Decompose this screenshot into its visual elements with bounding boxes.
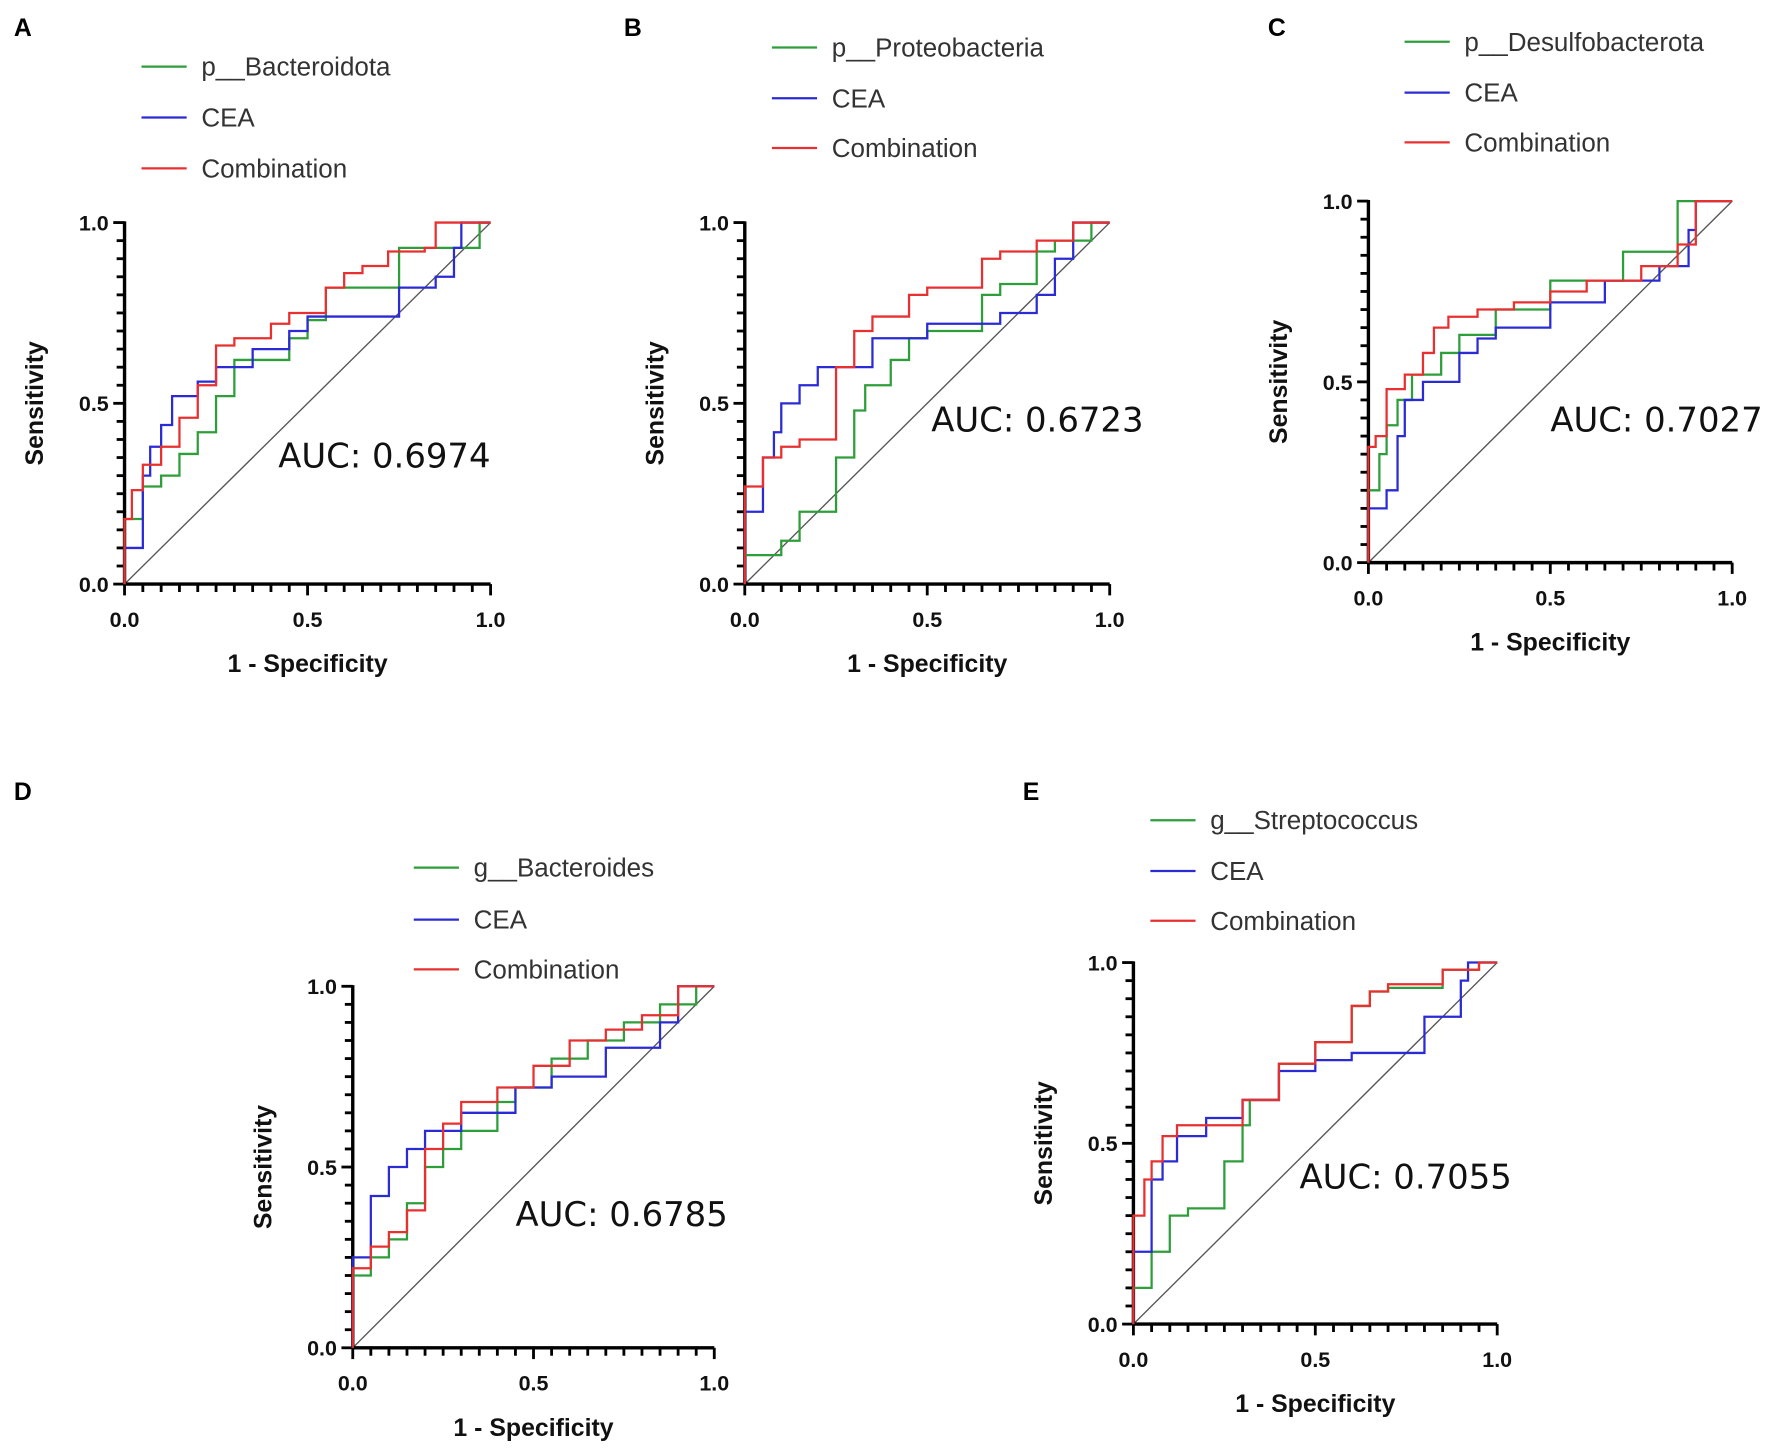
auc-label: AUC: 0.7027	[1550, 401, 1762, 440]
roc-curve-p-desulfobacterota	[1367, 199, 1733, 563]
y-tick-label: 0.0	[79, 573, 109, 597]
roc-curve-combination	[1132, 961, 1498, 1325]
roc-curve-p-bacteroidota	[123, 221, 491, 585]
roc-curve-combination	[743, 221, 1110, 585]
reference-diagonal	[1132, 962, 1498, 1325]
panel-label: B	[624, 15, 642, 42]
x-tick-label: 0.0	[110, 608, 140, 632]
legend-label: CEA	[1210, 856, 1264, 886]
y-tick-label: 0.5	[1088, 1132, 1118, 1156]
y-tick-label: 0.5	[1323, 371, 1353, 395]
reference-diagonal	[1367, 200, 1733, 564]
y-tick-label: 1.0	[307, 975, 337, 999]
y-axis-label: Sensitivity	[22, 341, 49, 465]
x-axis-label: 1 - Specificity	[453, 1415, 613, 1442]
roc-curve-cea	[123, 221, 491, 585]
legend-label: p__Desulfobacterota	[1464, 27, 1704, 57]
legend-label: CEA	[201, 103, 255, 133]
legend-label: p__Bacteroidota	[201, 52, 391, 82]
roc-curve-combination	[351, 985, 715, 1348]
legend-label: Combination	[201, 153, 347, 183]
y-tick-label: 0.5	[699, 392, 729, 416]
x-tick-label: 0.0	[338, 1372, 368, 1396]
y-tick-label: 0.5	[307, 1156, 337, 1180]
x-tick-label: 0.0	[730, 608, 760, 632]
legend-label: CEA	[474, 905, 528, 935]
reference-diagonal	[124, 222, 492, 585]
y-axis-label: Sensitivity	[1031, 1081, 1058, 1205]
x-tick-label: 0.5	[1300, 1348, 1330, 1372]
y-axis-label: Sensitivity	[1266, 320, 1293, 444]
y-tick-label: 1.0	[1323, 190, 1353, 214]
y-tick-label: 0.0	[1323, 552, 1353, 576]
y-axis-label: Sensitivity	[642, 341, 669, 465]
x-axis-label: 1 - Specificity	[1470, 630, 1630, 657]
roc-panel-d: Dg__Bacteroides CEA Combination 0.0 0.5 1.0 0.…	[14, 779, 729, 1442]
y-tick-label: 0.5	[79, 392, 109, 416]
y-tick-label: 0.0	[699, 573, 729, 597]
y-tick-label: 1.0	[1088, 951, 1118, 975]
reference-diagonal	[352, 985, 715, 1349]
auc-label: AUC: 0.6785	[515, 1195, 727, 1234]
roc-curve-combination	[1367, 199, 1733, 563]
y-tick-label: 0.0	[307, 1337, 337, 1361]
y-tick-label: 1.0	[79, 211, 109, 235]
legend-label: Combination	[1210, 906, 1356, 936]
legend-label: g__Bacteroides	[474, 853, 654, 883]
x-axis-label: 1 - Specificity	[847, 651, 1007, 678]
panel-label: D	[14, 779, 32, 806]
auc-label: AUC: 0.6723	[931, 401, 1143, 440]
legend-label: Combination	[474, 954, 620, 984]
roc-panel-b: Bp__Proteobacteria CEA Combination 0.0 0.5 1.…	[624, 15, 1144, 678]
x-tick-label: 0.5	[293, 608, 323, 632]
x-tick-label: 1.0	[1095, 608, 1125, 632]
panel-label: E	[1023, 779, 1040, 806]
x-axis-label: 1 - Specificity	[227, 651, 387, 678]
auc-label: AUC: 0.7055	[1300, 1158, 1512, 1197]
legend-label: g__Streptococcus	[1210, 805, 1418, 835]
x-tick-label: 0.5	[1535, 587, 1565, 611]
x-tick-label: 0.5	[912, 608, 942, 632]
reference-diagonal	[744, 222, 1111, 585]
roc-curve-combination	[123, 221, 491, 585]
legend-label: Combination	[832, 133, 978, 163]
x-tick-label: 1.0	[1482, 1348, 1512, 1372]
x-tick-label: 0.0	[1119, 1348, 1149, 1372]
x-axis-label: 1 - Specificity	[1235, 1391, 1395, 1418]
legend-label: CEA	[1464, 78, 1518, 108]
roc-panel-a: Ap__Bacteroidota CEA Combination 0.0 0.5 1.0 0…	[14, 15, 506, 678]
y-tick-label: 1.0	[699, 211, 729, 235]
panel-label: A	[14, 15, 32, 42]
x-tick-label: 0.5	[519, 1372, 549, 1396]
x-tick-label: 1.0	[476, 608, 506, 632]
auc-label: AUC: 0.6974	[278, 437, 490, 476]
y-axis-label: Sensitivity	[250, 1105, 277, 1229]
legend-label: CEA	[832, 83, 886, 113]
legend-label: Combination	[1464, 127, 1610, 157]
legend-label: p__Proteobacteria	[832, 32, 1045, 62]
roc-curve-p-proteobacteria	[743, 221, 1110, 585]
x-tick-label: 0.0	[1353, 587, 1383, 611]
x-tick-label: 1.0	[1717, 587, 1747, 611]
panel-label: C	[1268, 15, 1286, 42]
roc-panel-e: Eg__Streptococcus CEA Combination 0.0 0.5 1.0…	[1023, 779, 1512, 1418]
x-tick-label: 1.0	[699, 1372, 729, 1396]
y-tick-label: 0.0	[1088, 1313, 1118, 1337]
roc-curve-g-bacteroides	[351, 985, 715, 1348]
